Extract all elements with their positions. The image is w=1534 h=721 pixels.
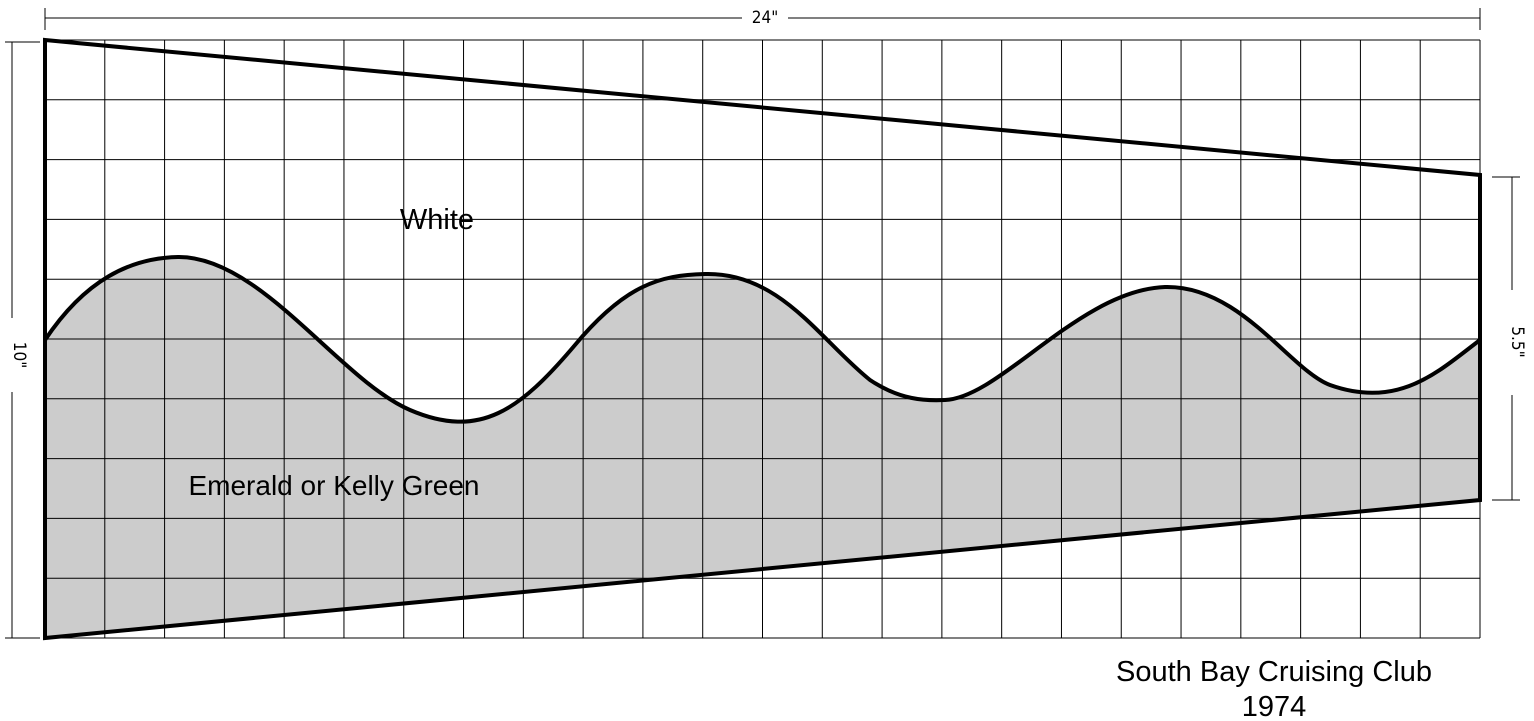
caption-club: South Bay Cruising Club (1116, 656, 1432, 688)
left-height-dimension (5, 41, 40, 639)
right-height-dimension (1492, 176, 1520, 501)
green-region-label: Emerald or Kelly Green (188, 470, 479, 501)
left-height-label: 10" (9, 342, 29, 369)
white-region-label: White (400, 204, 474, 236)
width-label: 24" (752, 8, 779, 28)
flag-outline (43, 37, 1482, 641)
caption-year: 1974 (1242, 691, 1307, 721)
grid (44, 39, 1481, 639)
width-dimension (44, 8, 1481, 30)
wave-boundary (43, 254, 1482, 424)
right-height-label: 5.5" (1507, 326, 1527, 357)
